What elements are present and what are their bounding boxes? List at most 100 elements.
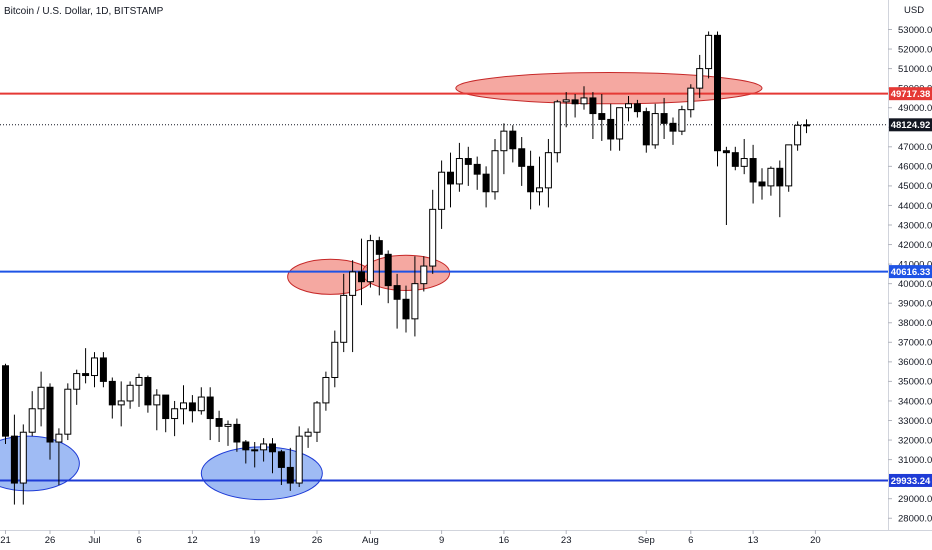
candle-body xyxy=(420,265,428,285)
price-tick-label: 49000.00 xyxy=(898,103,932,114)
candle-body xyxy=(518,148,526,167)
candle-down xyxy=(464,146,472,186)
candle-body xyxy=(651,113,659,146)
candle-body xyxy=(117,400,125,406)
candle-body xyxy=(37,386,45,410)
time-axis[interactable]: 21 26 Jul 6 12 19 26 Aug 9 16 23 Sep 6 13 20 xyxy=(0,530,821,546)
level-2-label: 29933.24 xyxy=(891,476,931,487)
candle-up xyxy=(313,400,321,443)
price-badges: 49717.38 40616.33 29933.24 48124.92 xyxy=(889,87,932,487)
time-tick-label: 6 xyxy=(688,535,693,546)
candle-body xyxy=(731,152,739,167)
candle-body xyxy=(108,380,116,406)
price-tick-label: 28000.00 xyxy=(898,514,932,525)
candle-up xyxy=(687,84,695,118)
candle-body xyxy=(28,408,36,433)
candle-body xyxy=(464,158,472,165)
time-tick-label: 12 xyxy=(187,535,198,546)
candle-body xyxy=(473,163,481,175)
price-tick-label: 33000.00 xyxy=(898,416,932,427)
candle-body xyxy=(544,152,552,189)
last-price-badge xyxy=(889,118,932,132)
candle-up xyxy=(429,189,437,274)
candle-body xyxy=(482,173,490,193)
candle-down xyxy=(598,94,606,141)
candle-body xyxy=(678,109,686,132)
candle-body xyxy=(99,357,107,382)
time-tick-label: Aug xyxy=(362,535,379,546)
candle-body xyxy=(286,466,294,484)
candle-body xyxy=(696,68,704,89)
candle-down xyxy=(473,156,481,190)
candle-up xyxy=(420,256,428,292)
candle-up xyxy=(251,442,259,468)
candle-up xyxy=(322,371,330,411)
candle-body xyxy=(803,124,810,127)
candle-body xyxy=(660,113,668,124)
candle-body xyxy=(242,441,250,451)
candle-up xyxy=(260,438,268,462)
candle-body xyxy=(749,158,757,183)
candle-down xyxy=(714,31,721,167)
candle-body xyxy=(64,388,72,435)
candle-body xyxy=(340,294,348,343)
candle-down xyxy=(162,394,170,433)
candle-up xyxy=(438,160,446,229)
red-ellipse-annotation xyxy=(455,72,763,105)
candle-up xyxy=(625,95,632,122)
candle-body xyxy=(616,107,624,140)
candle-down xyxy=(375,236,383,296)
price-tick-label: 38000.00 xyxy=(898,318,932,329)
price-tick-label: 34000.00 xyxy=(898,396,932,407)
candle-body xyxy=(269,443,276,453)
currency-label: USD xyxy=(904,5,924,16)
price-tick-label: 53000.00 xyxy=(898,25,932,36)
price-tick-label: 32000.00 xyxy=(898,435,932,446)
candle-body xyxy=(455,158,463,185)
candle-body xyxy=(402,298,410,320)
price-tick-label: 44000.00 xyxy=(898,201,932,212)
candle-up xyxy=(171,400,179,437)
candle-body xyxy=(153,394,161,406)
level-1-label: 40616.33 xyxy=(891,267,931,278)
candle-down xyxy=(642,107,650,153)
candle-down xyxy=(731,146,739,171)
candle-body xyxy=(197,396,205,412)
candle-body xyxy=(91,357,98,377)
candle-body xyxy=(625,103,632,109)
candle-up xyxy=(767,166,775,196)
candle-up xyxy=(180,385,187,425)
price-tick-label: 47000.00 xyxy=(898,142,932,153)
price-tick-label: 41000.00 xyxy=(898,259,932,270)
candle-body xyxy=(188,402,196,412)
chart-title: Bitcoin / U.S. Dollar, 1D, BITSTAMP xyxy=(4,6,164,17)
candle-down xyxy=(660,97,668,139)
candle-up xyxy=(562,92,570,128)
candle-body xyxy=(562,99,570,103)
candle-body xyxy=(358,271,365,283)
candle-body xyxy=(607,118,615,140)
candle-body xyxy=(669,122,677,132)
candle-body xyxy=(180,402,187,410)
candle-body xyxy=(313,402,321,433)
candle-up xyxy=(304,428,312,448)
candle-down xyxy=(509,125,517,163)
candle-up xyxy=(616,107,624,151)
price-axis[interactable]: USD28000.0029000.0030000.0031000.0032000… xyxy=(888,5,932,525)
candle-up xyxy=(135,373,143,407)
candle-up xyxy=(197,387,205,415)
price-tick-label: 51000.00 xyxy=(898,64,932,75)
candle-body xyxy=(642,111,650,146)
time-tick-label: 26 xyxy=(312,535,323,546)
annotations xyxy=(0,72,763,501)
price-tick-label: 35000.00 xyxy=(898,377,932,388)
candle-down xyxy=(607,103,615,151)
candle-down xyxy=(82,348,90,384)
price-tick-label: 29000.00 xyxy=(898,494,932,505)
candle-body xyxy=(393,285,401,300)
candle-body xyxy=(82,373,90,377)
candle-down xyxy=(99,352,107,388)
candle-body xyxy=(776,167,784,187)
candle-body xyxy=(144,376,152,406)
